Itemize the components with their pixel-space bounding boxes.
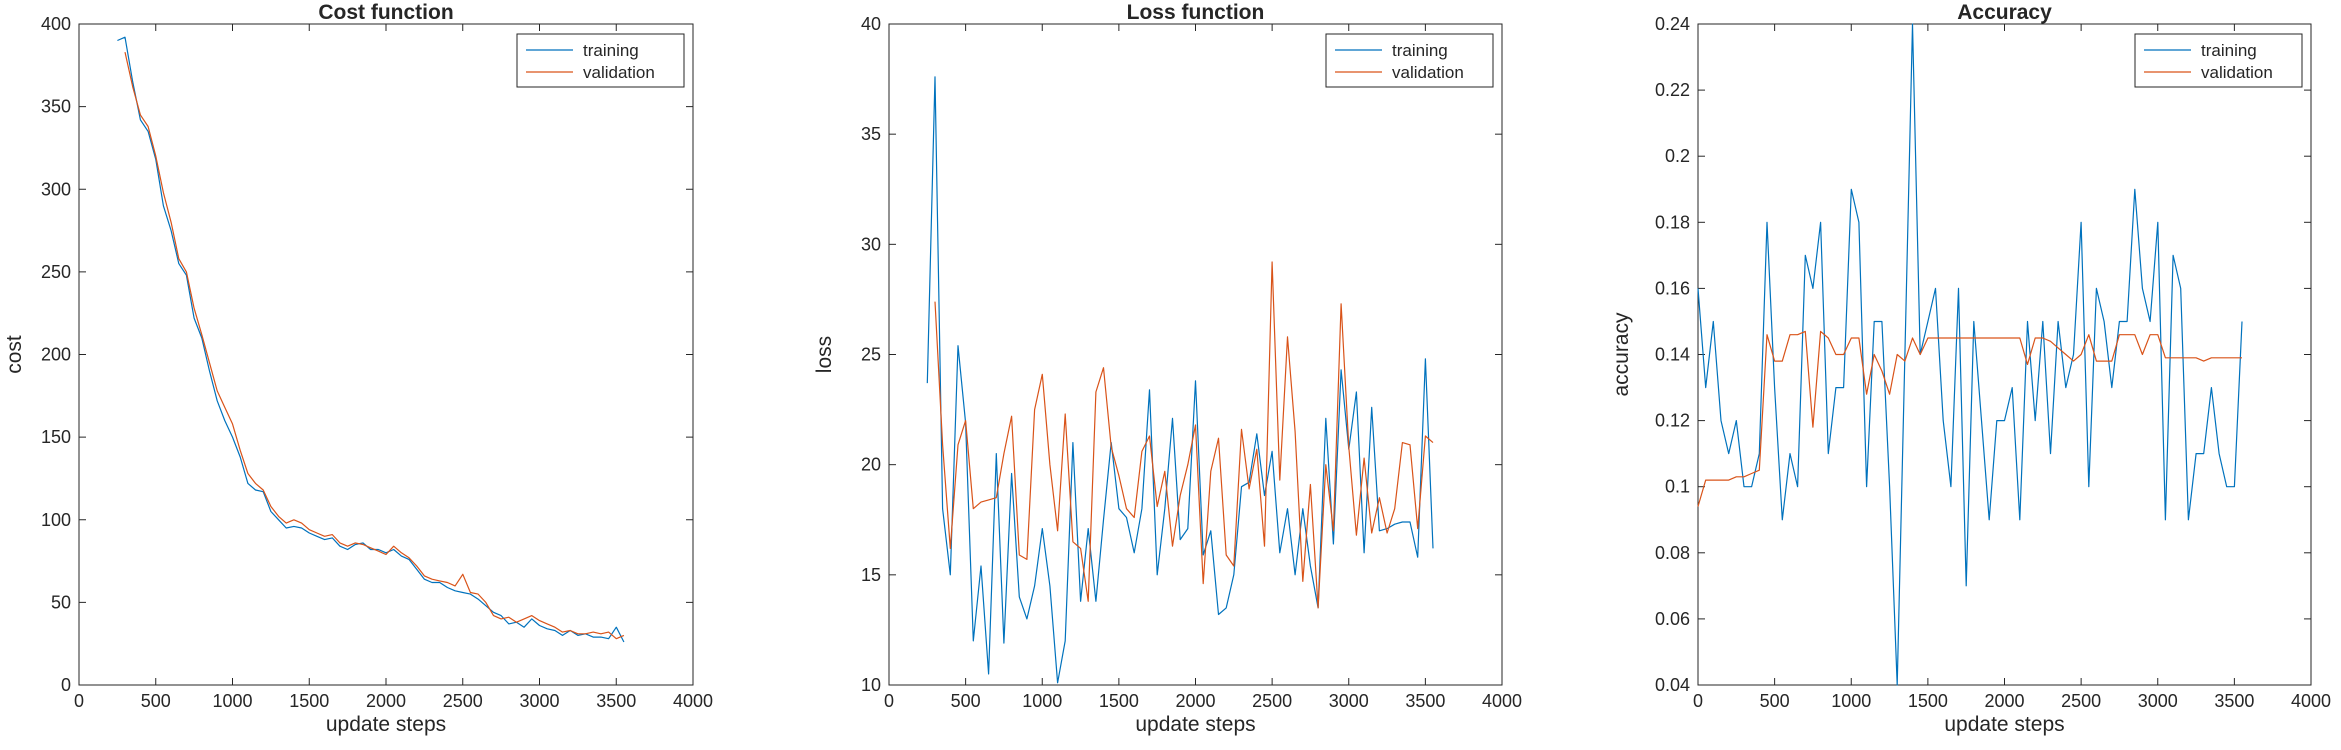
x-tick-label: 1000 bbox=[1022, 691, 1062, 711]
legend-label: training bbox=[583, 41, 639, 60]
chart-3: 0 500 1000 1500 2000 2500 3000 3500 4000 0.04 0.06… bbox=[1610, 1, 2331, 736]
legend-box bbox=[1325, 33, 1494, 88]
y-tick-label: 0.1 bbox=[1665, 477, 1690, 497]
x-tick-label: 2500 bbox=[1252, 691, 1292, 711]
y-tick-label: 300 bbox=[41, 179, 71, 199]
legend-box bbox=[516, 33, 685, 88]
y-tick-label: 150 bbox=[41, 427, 71, 447]
x-axis-label: update steps bbox=[1944, 713, 2064, 736]
chart-title: Loss function bbox=[1127, 1, 1265, 24]
axes-box bbox=[1697, 23, 2312, 686]
x-tick-label: 0 bbox=[884, 691, 894, 711]
x-tick-label: 1000 bbox=[1831, 691, 1871, 711]
y-tick-label: 0.24 bbox=[1655, 14, 1690, 34]
y-tick-label: 20 bbox=[861, 455, 881, 475]
series-line-validation bbox=[934, 261, 1434, 609]
y-tick-label: 0.18 bbox=[1655, 212, 1690, 232]
y-tick-label: 35 bbox=[861, 124, 881, 144]
x-axis-label: update steps bbox=[1135, 713, 1255, 736]
x-tick-label: 3500 bbox=[2214, 691, 2254, 711]
series-line-validation bbox=[1697, 330, 2242, 507]
chart-1: 0 500 1000 1500 2000 2500 3000 3500 4000 0 50 100 15… bbox=[3, 1, 713, 736]
x-tick-label: 4000 bbox=[673, 691, 713, 711]
y-tick-label: 25 bbox=[861, 345, 881, 365]
y-tick-label: 0.12 bbox=[1655, 411, 1690, 431]
chart-2: 0 500 1000 1500 2000 2500 3000 3500 4000 10 15 20 25… bbox=[813, 1, 1522, 736]
y-tick-label: 250 bbox=[41, 262, 71, 282]
x-tick-label: 1500 bbox=[289, 691, 329, 711]
x-tick-label: 500 bbox=[1760, 691, 1790, 711]
y-tick-label: 0.04 bbox=[1655, 675, 1690, 695]
y-tick-label: 0.22 bbox=[1655, 80, 1690, 100]
x-tick-label: 500 bbox=[951, 691, 981, 711]
x-tick-label: 4000 bbox=[1482, 691, 1522, 711]
x-tick-label: 2000 bbox=[1984, 691, 2024, 711]
x-tick-label: 0 bbox=[74, 691, 84, 711]
y-tick-label: 0.08 bbox=[1655, 543, 1690, 563]
y-tick-label: 100 bbox=[41, 510, 71, 530]
x-tick-label: 2000 bbox=[1175, 691, 1215, 711]
y-tick-label: 10 bbox=[861, 675, 881, 695]
x-tick-label: 3500 bbox=[596, 691, 636, 711]
y-axis-label: loss bbox=[813, 336, 836, 373]
x-tick-label: 1000 bbox=[212, 691, 252, 711]
x-tick-label: 2500 bbox=[443, 691, 483, 711]
chart-title: Cost function bbox=[318, 1, 453, 24]
chart-title: Accuracy bbox=[1957, 1, 2052, 24]
y-tick-label: 40 bbox=[861, 14, 881, 34]
axes-box bbox=[888, 23, 1503, 686]
series-line-training bbox=[117, 36, 625, 643]
legend-label: training bbox=[2201, 41, 2257, 60]
series-line-validation bbox=[124, 51, 625, 640]
x-tick-label: 2500 bbox=[2061, 691, 2101, 711]
y-axis-label: accuracy bbox=[1610, 312, 1633, 397]
y-tick-label: 0.06 bbox=[1655, 609, 1690, 629]
x-tick-label: 3500 bbox=[1405, 691, 1445, 711]
legend-label: validation bbox=[583, 63, 655, 82]
y-tick-label: 0.14 bbox=[1655, 345, 1690, 365]
y-tick-label: 30 bbox=[861, 234, 881, 254]
axes-box bbox=[78, 23, 694, 686]
x-tick-label: 3000 bbox=[1329, 691, 1369, 711]
x-tick-label: 1500 bbox=[1099, 691, 1139, 711]
series-line-training bbox=[1697, 23, 2243, 686]
y-tick-label: 0.2 bbox=[1665, 146, 1690, 166]
legend-label: training bbox=[1392, 41, 1448, 60]
y-tick-label: 400 bbox=[41, 14, 71, 34]
x-axis-label: update steps bbox=[326, 713, 446, 736]
x-tick-label: 2000 bbox=[366, 691, 406, 711]
y-tick-label: 50 bbox=[51, 592, 71, 612]
x-tick-label: 1500 bbox=[1908, 691, 1948, 711]
y-tick-label: 350 bbox=[41, 97, 71, 117]
y-tick-label: 200 bbox=[41, 345, 71, 365]
y-axis-label: cost bbox=[3, 335, 26, 374]
x-tick-label: 500 bbox=[141, 691, 171, 711]
y-tick-label: 0.16 bbox=[1655, 278, 1690, 298]
legend-label: validation bbox=[1392, 63, 1464, 82]
y-tick-label: 15 bbox=[861, 565, 881, 585]
legend-box bbox=[2134, 33, 2303, 88]
x-tick-label: 3000 bbox=[519, 691, 559, 711]
x-tick-label: 0 bbox=[1693, 691, 1703, 711]
x-tick-label: 4000 bbox=[2291, 691, 2331, 711]
legend-label: validation bbox=[2201, 63, 2273, 82]
x-tick-label: 3000 bbox=[2138, 691, 2178, 711]
y-tick-label: 0 bbox=[61, 675, 71, 695]
